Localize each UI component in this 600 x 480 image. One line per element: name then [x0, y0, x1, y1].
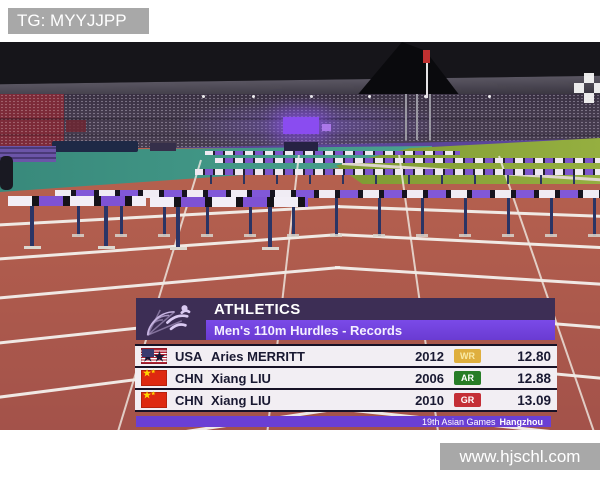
- hurdle-foot: [98, 246, 115, 249]
- led-screen: [283, 117, 319, 134]
- sport-title: ATHLETICS: [214, 300, 301, 318]
- record-time: 12.88: [517, 370, 551, 386]
- record-year: 2006: [415, 370, 444, 386]
- flagpole: [429, 94, 431, 140]
- flagpole: [405, 94, 407, 140]
- record-badge: GR: [454, 393, 481, 407]
- hurdle-stack: [0, 146, 56, 162]
- hurdle-foot: [24, 246, 41, 249]
- hurdle-feet-main: [58, 234, 600, 237]
- officials-bench: [52, 141, 138, 152]
- hurdle-row-far: [205, 151, 460, 155]
- host-city: Hangzhou: [499, 416, 544, 427]
- scoreboard-subtitle-band: Men's 110m Hurdles - Records: [206, 320, 555, 340]
- scoreboard-logo-box: [136, 298, 206, 340]
- website-watermark: www.hjschl.com: [440, 443, 600, 470]
- floodlight-dot: [368, 95, 371, 98]
- athletics-pictogram-icon: [146, 305, 191, 336]
- record-row: ★ ★ CHN Xiang LIU 2006 AR 12.88: [135, 368, 557, 388]
- athlete-name: Xiang LIU: [211, 370, 271, 386]
- red-flag: [423, 50, 430, 63]
- hurdle-bar-foreground: [8, 196, 146, 206]
- white-pole: [426, 52, 428, 98]
- records-table: ★★ USA Aries MERRITT 2012 WR 12.80 ★ ★ CH…: [135, 344, 557, 412]
- record-row: ★★ USA Aries MERRITT 2012 WR 12.80: [135, 346, 557, 366]
- record-year: 2012: [415, 348, 444, 364]
- country-code: CHN: [175, 370, 204, 386]
- floodlight-dot: [202, 95, 205, 98]
- flag: ★★: [141, 390, 167, 408]
- crowd-red-seats-small: [66, 120, 86, 132]
- trackside-equipment: [150, 143, 176, 151]
- hurdle-legs-mid: [195, 175, 600, 184]
- country-code: CHN: [175, 392, 204, 408]
- hurdle-row-main: [55, 190, 600, 198]
- record-row: ★ ★ CHN Xiang LIU 2010 GR 13.09: [135, 390, 557, 410]
- flag: ★★: [141, 368, 167, 386]
- person-silhouette: [0, 156, 13, 190]
- hurdle-leg: [176, 207, 180, 249]
- record-time: 13.09: [517, 392, 551, 408]
- broadcast-video-frame: ATHLETICS Men's 110m Hurdles - Records ★…: [0, 42, 600, 430]
- country-code: USA: [175, 348, 203, 364]
- record-badge: WR: [454, 349, 481, 363]
- scoreboard-title-band: ATHLETICS: [206, 298, 555, 320]
- stand-divider-line: [0, 134, 600, 136]
- hurdle-leg: [30, 206, 34, 248]
- hurdle-leg: [268, 207, 272, 249]
- record-badge: AR: [454, 371, 481, 385]
- flag: ★★: [141, 348, 167, 364]
- floodlight-dot: [252, 95, 255, 98]
- games-name: 19th Asian Games: [421, 416, 496, 427]
- hurdle-row-mid: [195, 169, 600, 175]
- floodlight-dot: [310, 95, 313, 98]
- event-subtitle: Men's 110m Hurdles - Records: [214, 322, 403, 338]
- floodlight-dot: [424, 95, 427, 98]
- telegram-watermark: TG: MYYJJPP: [8, 8, 149, 34]
- record-year: 2010: [415, 392, 444, 408]
- athlete-name: Xiang LIU: [211, 392, 271, 408]
- athlete-name: Aries MERRITT: [211, 348, 305, 364]
- floodlight-dot: [488, 95, 491, 98]
- checkered-logo-fragment: [574, 73, 600, 103]
- hurdle-leg: [104, 206, 108, 248]
- record-time: 12.80: [517, 348, 551, 364]
- hurdle-foot: [170, 247, 187, 250]
- hurdle-legs-main: [58, 198, 600, 236]
- hurdle-foot: [262, 247, 279, 250]
- scoreboard-footer: 19th Asian Games Hangzhou: [136, 416, 551, 427]
- flagpole: [416, 94, 418, 140]
- hurdle-bar-foreground: [150, 197, 308, 207]
- trackside-equipment: [284, 142, 318, 151]
- led-screen-small: [322, 124, 331, 131]
- hurdle-row-far: [215, 158, 600, 163]
